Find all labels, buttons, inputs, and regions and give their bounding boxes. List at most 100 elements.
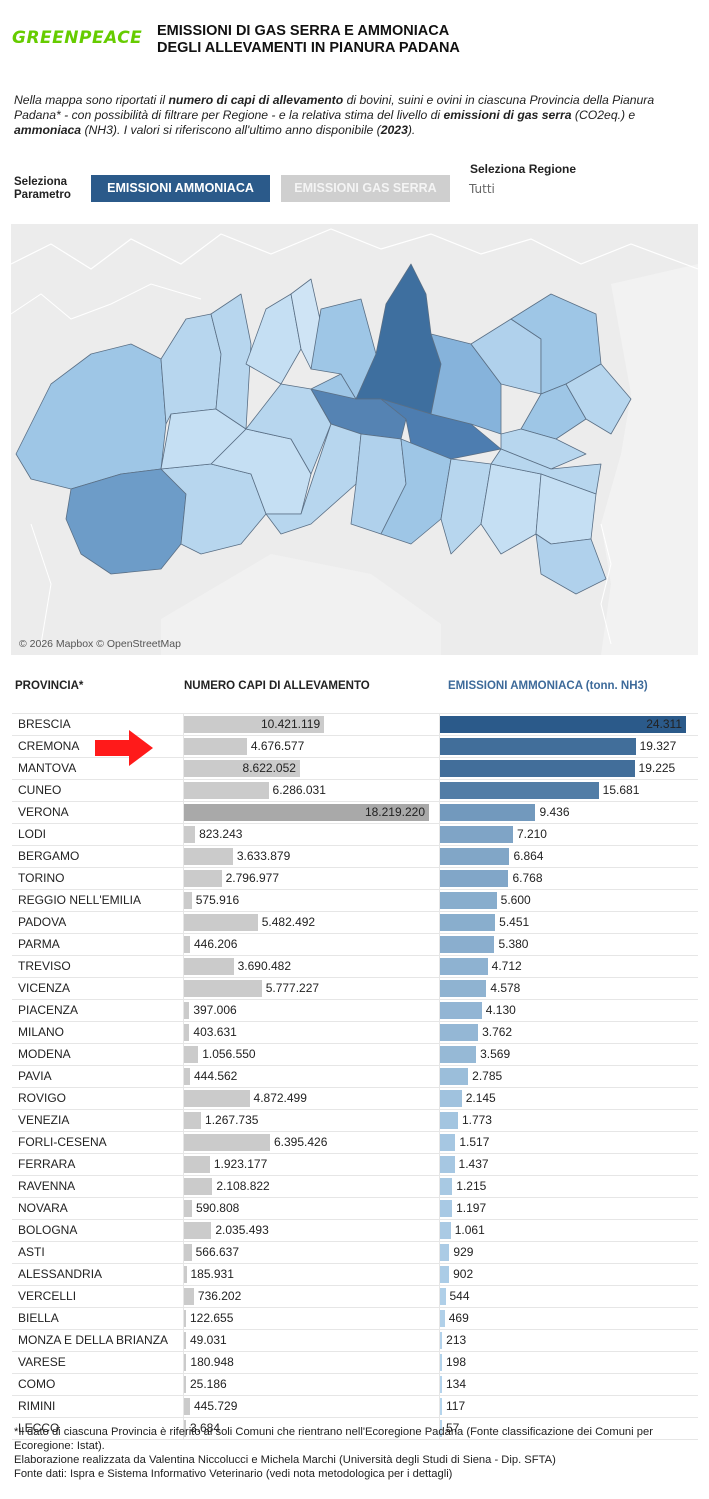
- capi-bar[interactable]: [184, 1024, 190, 1041]
- table-row[interactable]: MONZA E DELLA BRIANZA 49.031 213: [12, 1330, 698, 1352]
- table-row[interactable]: TREVISO 3.690.482 4.712: [12, 956, 698, 978]
- capi-bar[interactable]: [184, 1134, 270, 1151]
- ammonia-bar[interactable]: [440, 1354, 442, 1371]
- capi-bar[interactable]: [184, 1376, 186, 1393]
- ammonia-bar[interactable]: [440, 1288, 446, 1305]
- ammonia-bar[interactable]: [440, 1178, 453, 1195]
- province-map[interactable]: © 2026 Mapbox © OpenStreetMap: [11, 224, 698, 655]
- ammonia-bar[interactable]: [440, 738, 636, 755]
- capi-bar[interactable]: [184, 1420, 186, 1437]
- capi-bar[interactable]: [184, 980, 262, 997]
- table-row[interactable]: CUNEO 6.286.031 15.681: [12, 780, 698, 802]
- capi-bar[interactable]: [184, 1002, 190, 1019]
- table-row[interactable]: BRESCIA 10.421.119 24.311: [12, 713, 698, 736]
- table-row[interactable]: PADOVA 5.482.492 5.451: [12, 912, 698, 934]
- table-row[interactable]: MILANO 403.631 3.762: [12, 1022, 698, 1044]
- capi-bar[interactable]: [184, 1266, 187, 1283]
- capi-bar[interactable]: [184, 1090, 250, 1107]
- ammonia-bar[interactable]: [440, 1332, 443, 1349]
- ammonia-bar[interactable]: [440, 1222, 451, 1239]
- table-row[interactable]: REGGIO NELL'EMILIA 575.916 5.600: [12, 890, 698, 912]
- capi-bar[interactable]: [184, 804, 429, 821]
- ammonia-bar[interactable]: [440, 980, 487, 997]
- capi-bar[interactable]: [184, 1112, 202, 1129]
- ammonia-bar[interactable]: [440, 958, 488, 975]
- table-row[interactable]: NOVARA 590.808 1.197: [12, 1198, 698, 1220]
- ammonia-bar[interactable]: [440, 1156, 455, 1173]
- capi-bar[interactable]: [184, 1200, 192, 1217]
- capi-bar[interactable]: [184, 760, 300, 777]
- table-row[interactable]: PARMA 446.206 5.380: [12, 934, 698, 956]
- capi-bar[interactable]: [184, 1178, 213, 1195]
- ammonia-bar[interactable]: [440, 782, 599, 799]
- capi-bar[interactable]: [184, 1068, 190, 1085]
- capi-bar[interactable]: [184, 1354, 187, 1371]
- table-row[interactable]: BERGAMO 3.633.879 6.864: [12, 846, 698, 868]
- capi-bar[interactable]: [184, 1310, 186, 1327]
- table-row[interactable]: VICENZA 5.777.227 4.578: [12, 978, 698, 1000]
- ammonia-bar[interactable]: [440, 870, 509, 887]
- capi-bar[interactable]: [184, 1398, 190, 1415]
- table-row[interactable]: RIMINI 445.729 117: [12, 1396, 698, 1418]
- table-row[interactable]: PIACENZA 397.006 4.130: [12, 1000, 698, 1022]
- ammonia-bar[interactable]: [440, 914, 496, 931]
- capi-bar[interactable]: [184, 826, 196, 843]
- map-attribution[interactable]: © 2026 Mapbox © OpenStreetMap: [19, 638, 181, 650]
- ammonia-bar[interactable]: [440, 848, 510, 865]
- capi-bar[interactable]: [184, 1244, 192, 1261]
- table-row[interactable]: TORINO 2.796.977 6.768: [12, 868, 698, 890]
- ammonia-bar[interactable]: [440, 936, 495, 953]
- ammonia-bar[interactable]: [440, 1090, 462, 1107]
- table-row[interactable]: FERRARA 1.923.177 1.437: [12, 1154, 698, 1176]
- table-row[interactable]: MODENA 1.056.550 3.569: [12, 1044, 698, 1066]
- table-row[interactable]: ROVIGO 4.872.499 2.145: [12, 1088, 698, 1110]
- ammonia-bar[interactable]: [440, 1200, 453, 1217]
- ammonia-bar[interactable]: [440, 826, 513, 843]
- ammonia-bar[interactable]: [440, 1112, 458, 1129]
- ammonia-bar[interactable]: [440, 1046, 477, 1063]
- capi-bar[interactable]: [184, 892, 192, 909]
- ammonia-bar[interactable]: [440, 716, 686, 733]
- table-row[interactable]: ASTI 566.637 929: [12, 1242, 698, 1264]
- table-row[interactable]: MANTOVA 8.622.052 19.225: [12, 758, 698, 780]
- ammonia-bar[interactable]: [440, 892, 497, 909]
- table-row[interactable]: RAVENNA 2.108.822 1.215: [12, 1176, 698, 1198]
- capi-bar[interactable]: [184, 958, 234, 975]
- ammonia-bar[interactable]: [440, 1420, 442, 1437]
- ammonia-bar[interactable]: [440, 760, 635, 777]
- ammonia-bar[interactable]: [440, 1398, 442, 1415]
- capi-bar[interactable]: [184, 1046, 199, 1063]
- table-row[interactable]: VENEZIA 1.267.735 1.773: [12, 1110, 698, 1132]
- capi-bar[interactable]: [184, 936, 190, 953]
- capi-bar[interactable]: [184, 782, 269, 799]
- table-row[interactable]: LODI 823.243 7.210: [12, 824, 698, 846]
- gas-serra-button[interactable]: EMISSIONI GAS SERRA: [281, 175, 450, 202]
- table-row[interactable]: BIELLA 122.655 469: [12, 1308, 698, 1330]
- table-row[interactable]: VERONA 18.219.220 9.436: [12, 802, 698, 824]
- table-row[interactable]: ALESSANDRIA 185.931 902: [12, 1264, 698, 1286]
- table-row[interactable]: BOLOGNA 2.035.493 1.061: [12, 1220, 698, 1242]
- ammonia-bar[interactable]: [440, 1134, 456, 1151]
- ammonia-bar[interactable]: [440, 1002, 482, 1019]
- capi-bar[interactable]: [184, 1156, 210, 1173]
- capi-bar[interactable]: [184, 1222, 212, 1239]
- capi-bar[interactable]: [184, 870, 222, 887]
- capi-bar[interactable]: [184, 914, 258, 931]
- capi-bar[interactable]: [184, 848, 233, 865]
- ammonia-bar[interactable]: [440, 1024, 479, 1041]
- table-row[interactable]: CREMONA 4.676.577 19.327: [12, 736, 698, 758]
- capi-bar[interactable]: [184, 1288, 194, 1305]
- ammonia-bar[interactable]: [440, 1266, 450, 1283]
- table-row[interactable]: COMO 25.186 134: [12, 1374, 698, 1396]
- table-row[interactable]: VARESE 180.948 198: [12, 1352, 698, 1374]
- table-row[interactable]: LECCO 3.684 57: [12, 1418, 698, 1440]
- capi-bar[interactable]: [184, 716, 325, 733]
- region-select[interactable]: Tutti: [469, 182, 495, 196]
- ammonia-button[interactable]: EMISSIONI AMMONIACA: [91, 175, 270, 202]
- table-row[interactable]: PAVIA 444.562 2.785: [12, 1066, 698, 1088]
- capi-bar[interactable]: [184, 738, 247, 755]
- table-row[interactable]: VERCELLI 736.202 544: [12, 1286, 698, 1308]
- ammonia-bar[interactable]: [440, 804, 536, 821]
- table-row[interactable]: FORLI-CESENA 6.395.426 1.517: [12, 1132, 698, 1154]
- ammonia-bar[interactable]: [440, 1068, 469, 1085]
